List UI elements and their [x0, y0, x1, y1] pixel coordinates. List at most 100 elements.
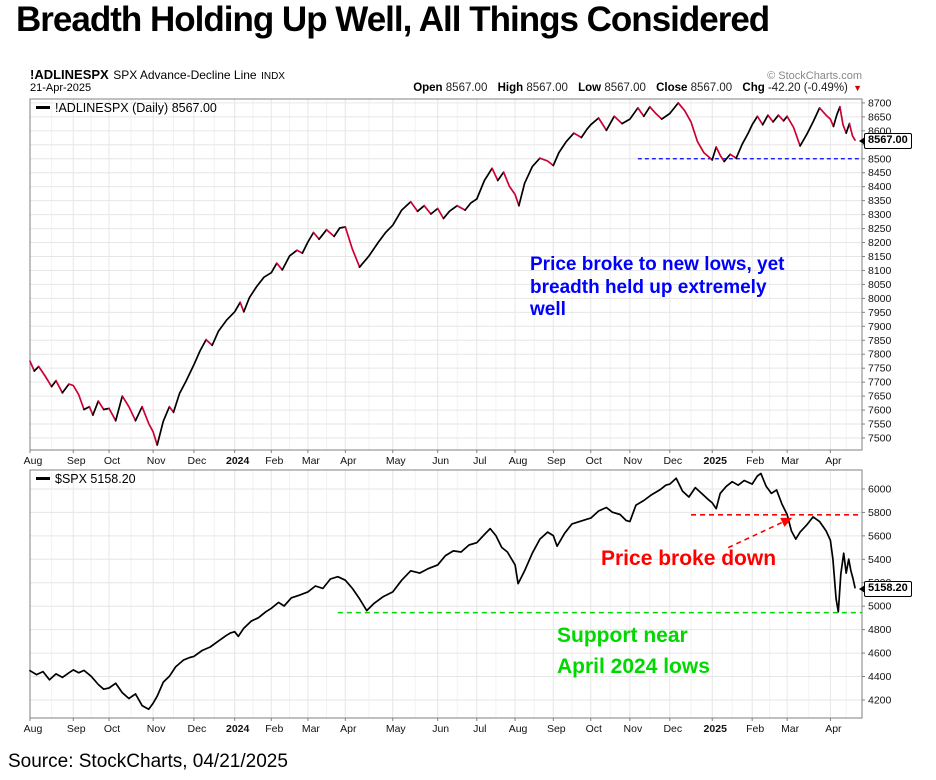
adline-price-line — [68, 383, 85, 411]
support-annotation: Support near April 2024 lows — [557, 620, 710, 682]
adline-price-line — [242, 262, 278, 313]
adline-price-line — [33, 365, 40, 372]
y-axis-tick-label: 8100 — [868, 265, 892, 277]
y-axis-tick-label: 7700 — [868, 377, 892, 389]
spx-legend-text: $SPX 5158.20 — [55, 472, 136, 486]
adline-price-line — [464, 167, 493, 211]
chart-date: 21-Apr-2025 — [30, 82, 92, 94]
adline-price-line — [772, 114, 780, 123]
y-axis-tick-label: 8400 — [868, 181, 892, 193]
adline-price-line — [786, 115, 801, 147]
symbol-description: SPX Advance-Decline Line — [113, 68, 257, 82]
breadth-annotation-line2: breadth held up extremely — [530, 276, 767, 298]
x-axis-tick-label: Dec — [663, 723, 682, 735]
copyright-text: © StockCharts.com — [767, 70, 862, 82]
x-axis-tick-label: Dec — [188, 723, 207, 735]
x-axis-tick-label: Feb — [265, 723, 283, 735]
adline-price-line — [50, 379, 57, 388]
breakdown-annotation: Price broke down — [601, 547, 777, 570]
x-axis-tick-label: Jul — [473, 723, 486, 735]
y-axis-tick-label: 7500 — [868, 432, 892, 444]
adline-price-line — [29, 360, 36, 372]
low-label: Low — [578, 82, 602, 94]
y-axis-tick-label: 8300 — [868, 209, 892, 221]
spx-chart: 6000580056005400520050004800460044004200… — [24, 469, 892, 735]
adline-price-line — [442, 204, 459, 220]
adline-price-line — [108, 407, 117, 422]
x-axis-tick-label: Aug — [509, 455, 528, 467]
y-axis-tick-label: 8350 — [868, 195, 892, 207]
adline-price-line — [358, 200, 412, 268]
source-caption: Source: StockCharts, 04/21/2025 — [8, 751, 288, 772]
y-axis-tick-label: 7800 — [868, 349, 892, 361]
y-axis-tick-label: 5400 — [868, 554, 892, 566]
open-value: 8567.00 — [445, 82, 488, 94]
x-axis-tick-label: Mar — [302, 723, 321, 735]
adline-price-line — [239, 301, 245, 313]
adline-price-line — [597, 117, 608, 132]
y-axis-tick-label: 7650 — [868, 391, 892, 403]
x-axis-tick-label: Apr — [340, 723, 357, 735]
breadth-annotation-line3: well — [530, 299, 566, 320]
adline-legend-text: !ADLINESPX (Daily) 8567.00 — [55, 101, 217, 115]
x-axis-tick-label: Apr — [825, 455, 842, 467]
adline-price-line — [205, 338, 214, 347]
adline-legend: !ADLINESPX (Daily) 8567.00 — [36, 101, 217, 115]
adline-price-line — [839, 105, 848, 134]
y-axis-tick-label: 7900 — [868, 321, 892, 333]
y-axis-tick-label: 5000 — [868, 601, 892, 613]
x-axis-tick-label: Mar — [302, 455, 321, 467]
chart-header-row1: !ADLINESPX SPX Advance-Decline Line INDX… — [30, 66, 862, 84]
adline-price-line — [168, 405, 175, 414]
x-axis-tick-label: Nov — [147, 455, 166, 467]
chart-header-row2: 21-Apr-2025 Open 8567.00 High 8567.00 Lo… — [30, 82, 862, 94]
close-value: 8567.00 — [690, 82, 733, 94]
y-axis-tick-label: 8700 — [868, 97, 892, 109]
adline-price-line — [275, 262, 284, 271]
y-axis-tick-label: 7600 — [868, 405, 892, 417]
adline-price-line — [580, 117, 600, 139]
spx-legend-swatch-icon — [36, 477, 50, 480]
y-axis-tick-label: 8050 — [868, 279, 892, 291]
adline-price-line — [92, 400, 100, 416]
x-axis-tick-label: 2024 — [226, 455, 250, 467]
open-label: Open — [413, 82, 443, 94]
y-axis-tick-label: 7850 — [868, 335, 892, 347]
spx-legend: $SPX 5158.20 — [36, 472, 136, 486]
adline-price-line — [436, 207, 445, 220]
adline-price-line — [799, 107, 821, 147]
x-axis-tick-label: Dec — [663, 455, 682, 467]
adline-price-line — [642, 105, 651, 118]
adline-price-line — [502, 171, 520, 207]
x-axis-tick-label: Sep — [547, 455, 566, 467]
y-axis-tick-label: 7750 — [868, 363, 892, 375]
chg-down-triangle-icon: ▼ — [853, 83, 862, 93]
y-axis-tick-label: 7950 — [868, 307, 892, 319]
x-axis-tick-label: Oct — [104, 455, 120, 467]
x-axis-tick-label: Mar — [781, 455, 800, 467]
adline-price-line — [729, 153, 738, 160]
x-axis-tick-label: Sep — [67, 723, 86, 735]
breakdown-arrow-line — [727, 521, 783, 549]
breakdown-arrow-head-icon — [780, 517, 793, 527]
y-axis-tick-label: 8650 — [868, 111, 892, 123]
adline-price-line — [573, 132, 583, 139]
x-axis-tick-label: Jun — [432, 455, 449, 467]
adline-price-line — [141, 405, 159, 446]
plot-border — [29, 98, 863, 451]
support-annotation-line2: April 2024 lows — [557, 655, 710, 678]
adline-price-line — [296, 249, 304, 254]
x-axis-tick-label: Nov — [624, 723, 643, 735]
adline-price-line — [88, 405, 94, 416]
adline-price-line — [121, 395, 137, 422]
adline-price-line — [621, 107, 639, 125]
adline-price-line — [777, 114, 785, 122]
x-axis-tick-label: 2025 — [704, 455, 728, 467]
adline-price-line — [211, 301, 242, 347]
symbol-exchange: INDX — [261, 71, 285, 82]
x-axis-tick-label: Sep — [67, 455, 86, 467]
adline-price-line — [845, 122, 851, 134]
x-axis-tick-label: May — [386, 723, 407, 735]
adline-price-line — [301, 231, 315, 254]
